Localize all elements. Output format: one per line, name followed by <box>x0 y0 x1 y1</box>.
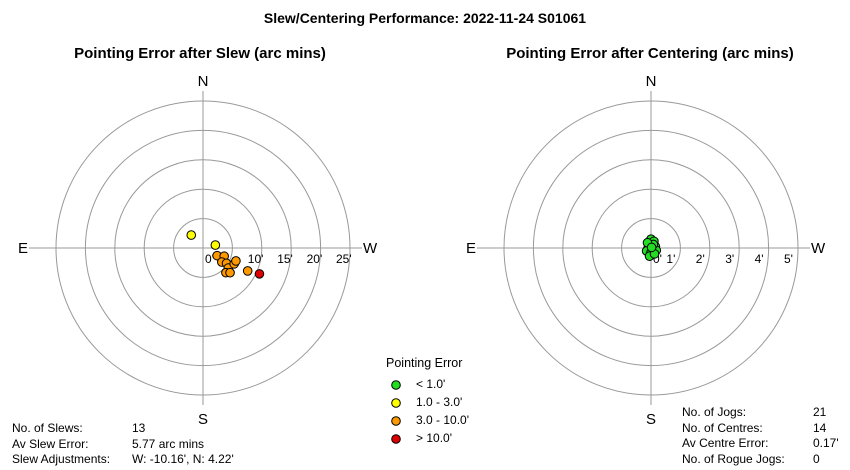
data-point <box>646 242 657 253</box>
radial-tick-label: 3' <box>725 252 734 266</box>
compass-north-label: N <box>198 73 209 90</box>
stat-value: 0 <box>813 451 820 466</box>
centre-stats: No. of Jogs: 21 No. of Centres: 14 Av Ce… <box>682 405 839 468</box>
compass-north-label: N <box>646 73 657 90</box>
stat-row: No. of Jogs: 21 <box>682 405 826 421</box>
stat-row: Av Slew Error: 5.77 arc mins <box>12 436 204 453</box>
stat-value: 0.17' <box>813 436 839 450</box>
stat-label: Av Centre Error: <box>682 436 769 450</box>
data-point <box>231 256 241 266</box>
data-point <box>210 240 221 250</box>
stat-label: No. of Rogue Jogs: <box>682 451 785 466</box>
compass-south-label: S <box>646 411 656 428</box>
radial-tick-label: 20' <box>307 252 323 266</box>
slew-stats: No. of Slews: 13 Av Slew Error: 5.77 arc… <box>12 421 234 468</box>
legend-title: Pointing Error <box>386 356 463 370</box>
stat-row: No. of Slews: 13 <box>12 421 145 437</box>
data-point <box>242 266 253 276</box>
stat-label: No. of Jogs: <box>682 405 747 419</box>
radial-tick-label: 4' <box>755 252 764 266</box>
compass-west-label: W <box>363 240 378 257</box>
stat-label: No. of Slews: <box>12 421 83 435</box>
stat-row: Av Centre Error: 0.17' <box>682 436 839 452</box>
main-title: Slew/Centering Performance: 2022-11-24 S… <box>263 10 587 26</box>
legend-marker <box>391 398 401 408</box>
radial-tick-label: 0' <box>205 252 214 266</box>
stat-value: 5.77 arc mins <box>132 436 205 451</box>
stat-value: 13 <box>132 421 146 435</box>
stat-label: No. of Centres: <box>682 420 763 435</box>
compass-south-label: S <box>198 411 208 428</box>
stat-row: No. of Centres: 14 <box>682 420 826 437</box>
stat-value: 14 <box>813 420 827 435</box>
legend-marker <box>391 380 401 390</box>
stat-value: 21 <box>813 405 827 419</box>
radial-tick-label: 25' <box>336 252 352 266</box>
compass-east-label: E <box>466 240 476 257</box>
centering-plot-title: Pointing Error after Centering (arc mins… <box>506 45 794 62</box>
compass-west-label: W <box>811 240 826 257</box>
legend-item-label: 1.0 - 3.0' <box>416 395 463 409</box>
radial-tick-label: 15' <box>277 252 293 266</box>
stat-label: Av Slew Error: <box>12 436 89 451</box>
data-point <box>186 230 197 240</box>
legend-item-label: 3.0 - 10.0' <box>416 413 469 427</box>
compass-east-label: E <box>18 240 28 257</box>
stat-label: Slew Adjustments: <box>12 452 111 466</box>
radial-tick-label: 10' <box>248 252 264 266</box>
legend-marker <box>391 416 401 426</box>
radial-tick-label: 0' <box>653 252 662 266</box>
stat-value: W: -10.16', N: 4.22' <box>132 452 234 466</box>
data-point <box>225 267 235 278</box>
radial-tick-label: 2' <box>696 252 705 266</box>
slew-plot-title: Pointing Error after Slew (arc mins) <box>74 45 326 62</box>
legend-item-label: < 1.0' <box>416 377 446 391</box>
legend-item-label: > 10.0' <box>416 431 452 445</box>
stat-row: Slew Adjustments: W: -10.16', N: 4.22' <box>12 452 234 468</box>
radial-tick-label: 1' <box>666 252 675 266</box>
legend-marker <box>391 434 401 444</box>
radial-tick-label: 5' <box>784 252 793 266</box>
stat-row: No. of Rogue Jogs: 0 <box>682 451 820 468</box>
data-point <box>254 269 265 279</box>
